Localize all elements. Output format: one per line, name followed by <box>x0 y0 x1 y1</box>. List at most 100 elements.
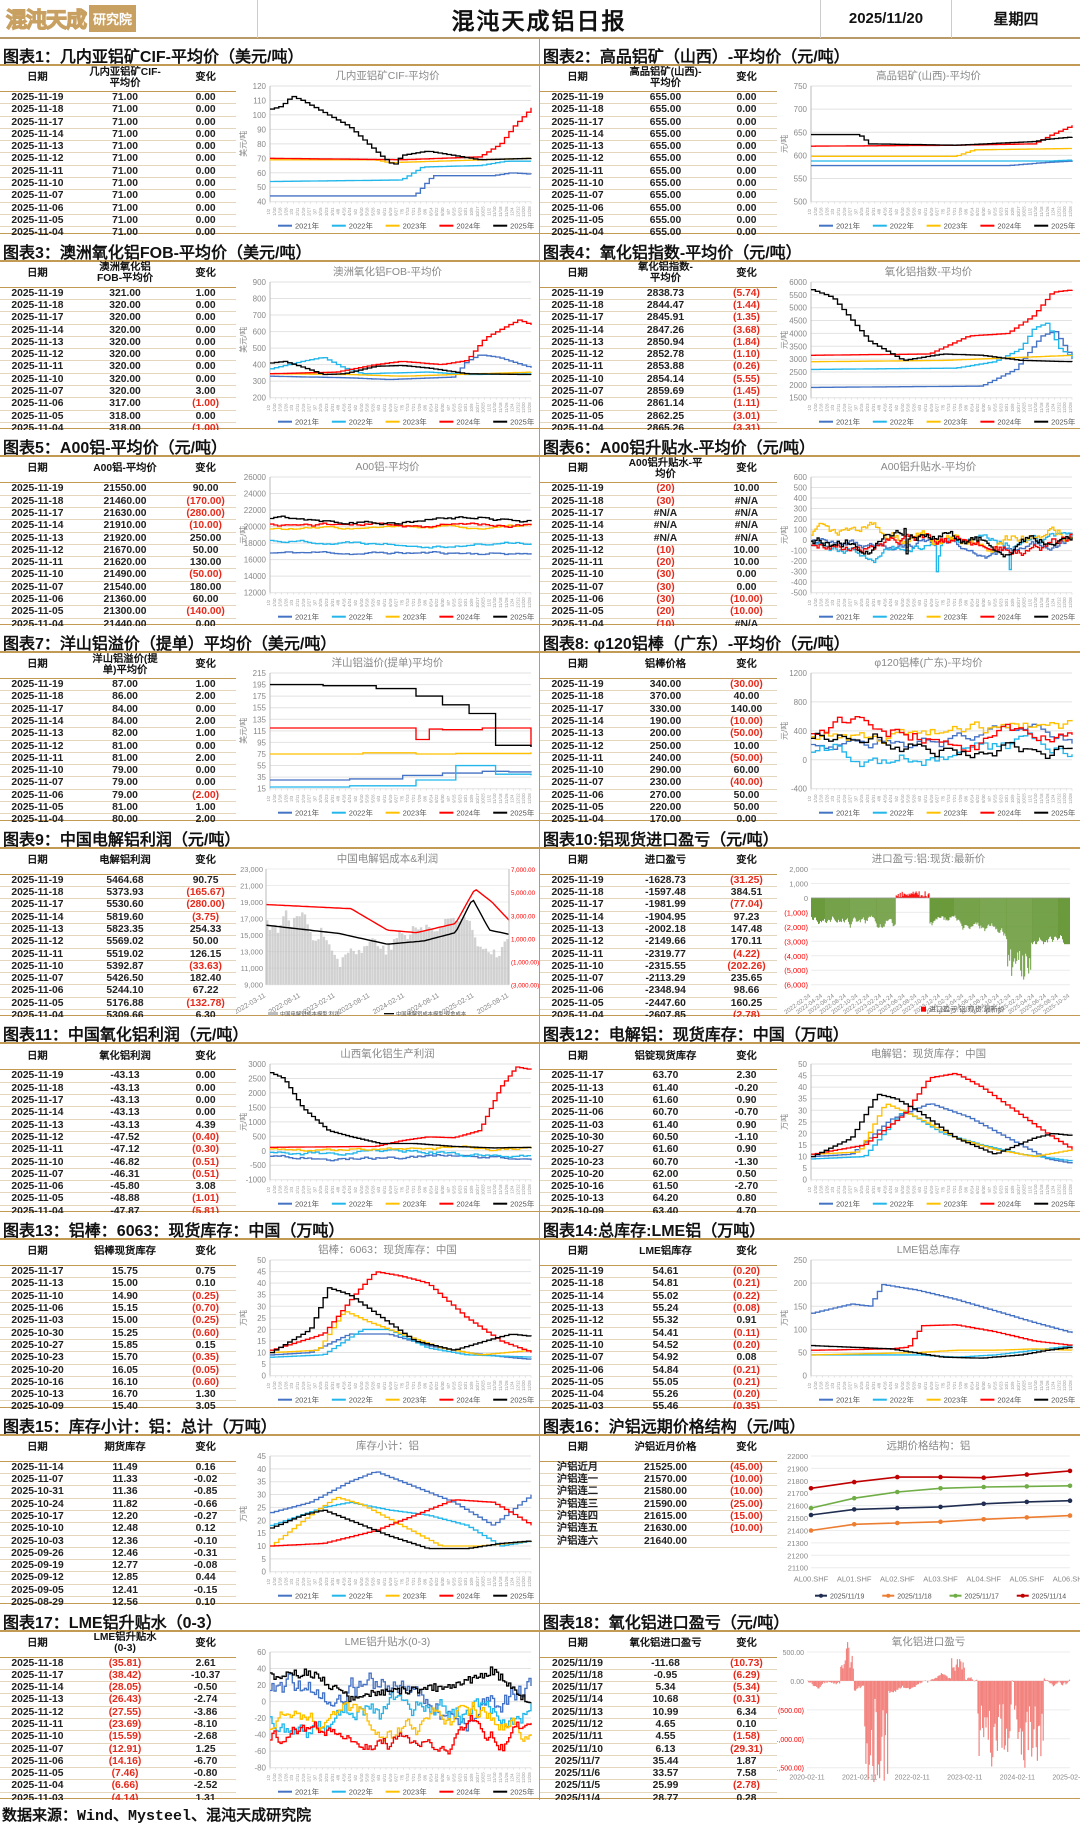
svg-text:2/19: 2/19 <box>842 207 847 216</box>
svg-text:2/19: 2/19 <box>842 794 847 803</box>
svg-text:9/15: 9/15 <box>452 598 457 607</box>
svg-text:2023年: 2023年 <box>403 808 428 818</box>
svg-text:8/30: 8/30 <box>440 598 445 607</box>
svg-text:4/16: 4/16 <box>341 403 346 412</box>
svg-text:10/9: 10/9 <box>469 1577 474 1586</box>
svg-text:12/12: 12/12 <box>515 1184 520 1195</box>
svg-text:11/10: 11/10 <box>1033 1380 1038 1391</box>
svg-text:山西氧化铝生产利润: 山西氧化铝生产利润 <box>340 1047 434 1060</box>
svg-text:22000: 22000 <box>787 1452 808 1461</box>
svg-text:12/4: 12/4 <box>1051 1381 1056 1390</box>
svg-text:2022年: 2022年 <box>890 1395 915 1405</box>
svg-text:2025年: 2025年 <box>1051 612 1076 622</box>
svg-text:5/2: 5/2 <box>894 599 899 606</box>
svg-text:12/28: 12/28 <box>1068 1184 1073 1195</box>
svg-text:7/5: 7/5 <box>940 599 945 606</box>
svg-text:7/5: 7/5 <box>940 795 945 802</box>
svg-text:5/2: 5/2 <box>353 1187 358 1194</box>
svg-text:11/10: 11/10 <box>1033 402 1038 413</box>
svg-text:11/26: 11/26 <box>1045 1380 1050 1391</box>
svg-text:500: 500 <box>253 344 267 353</box>
svg-text:A00铝升贴水-平均价: A00铝升贴水-平均价 <box>881 460 977 473</box>
svg-text:175: 175 <box>253 692 267 701</box>
svg-text:1/26: 1/26 <box>283 207 288 216</box>
svg-text:10/9: 10/9 <box>1010 403 1015 412</box>
svg-text:2/27: 2/27 <box>848 598 853 607</box>
svg-text:2/27: 2/27 <box>307 598 312 607</box>
svg-text:11/18: 11/18 <box>498 206 503 217</box>
svg-text:12/28: 12/28 <box>527 206 532 217</box>
svg-text:2023年: 2023年 <box>944 1199 969 1209</box>
svg-text:6/11: 6/11 <box>382 1381 387 1390</box>
svg-text:30: 30 <box>798 1107 807 1116</box>
svg-text:2021年: 2021年 <box>295 1591 320 1601</box>
svg-text:1/10: 1/10 <box>272 403 277 412</box>
svg-text:10/1: 10/1 <box>1004 794 1009 803</box>
svg-text:12/4: 12/4 <box>1051 794 1056 803</box>
svg-text:25: 25 <box>257 1503 266 1512</box>
svg-text:20: 20 <box>798 1130 807 1139</box>
svg-text:φ120铝棒(广东)-平均价: φ120铝棒(广东)-平均价 <box>874 656 983 669</box>
svg-text:110: 110 <box>253 96 266 105</box>
svg-text:9/7: 9/7 <box>446 1382 451 1389</box>
svg-text:6/19: 6/19 <box>388 403 393 412</box>
svg-text:11/10: 11/10 <box>492 793 497 804</box>
svg-text:6/11: 6/11 <box>923 598 928 607</box>
svg-text:12/20: 12/20 <box>1062 793 1067 804</box>
svg-text:2000: 2000 <box>248 1089 266 1098</box>
svg-text:8/30: 8/30 <box>981 794 986 803</box>
svg-text:21200: 21200 <box>787 1551 808 1560</box>
svg-text:9/15: 9/15 <box>452 403 457 412</box>
svg-text:8/30: 8/30 <box>440 1381 445 1390</box>
svg-text:12/28: 12/28 <box>527 1380 532 1391</box>
svg-text:2024年: 2024年 <box>456 1591 481 1601</box>
svg-text:3/23: 3/23 <box>324 598 329 607</box>
svg-text:35: 35 <box>257 1478 266 1487</box>
svg-text:12/28: 12/28 <box>527 597 532 608</box>
svg-text:2021年: 2021年 <box>295 416 320 426</box>
svg-text:9/23: 9/23 <box>457 794 462 803</box>
svg-text:2/11: 2/11 <box>295 207 300 216</box>
svg-text:2022年: 2022年 <box>349 1395 374 1405</box>
svg-text:60: 60 <box>257 1647 266 1656</box>
svg-text:7/13: 7/13 <box>405 794 410 803</box>
svg-text:26000: 26000 <box>244 473 267 482</box>
svg-text:0: 0 <box>803 536 808 545</box>
svg-text:3/23: 3/23 <box>324 1185 329 1194</box>
svg-text:7/5: 7/5 <box>399 795 404 802</box>
svg-text:9/15: 9/15 <box>452 1577 457 1586</box>
svg-text:5,000.00: 5,000.00 <box>511 890 536 897</box>
svg-text:3/7: 3/7 <box>312 1382 317 1389</box>
svg-text:9/15: 9/15 <box>452 207 457 216</box>
svg-text:2/11: 2/11 <box>295 1186 300 1195</box>
svg-text:6/11: 6/11 <box>382 1773 387 1782</box>
svg-text:(500.00): (500.00) <box>778 1707 804 1714</box>
svg-text:3/15: 3/15 <box>318 1772 323 1781</box>
svg-text:11/18: 11/18 <box>498 1771 503 1782</box>
svg-text:2/3: 2/3 <box>289 404 294 411</box>
svg-text:5/26: 5/26 <box>370 1772 375 1781</box>
svg-text:21600: 21600 <box>787 1501 808 1510</box>
svg-text:11/2: 11/2 <box>486 403 491 412</box>
svg-text:5/2: 5/2 <box>894 1382 899 1389</box>
svg-text:9/15: 9/15 <box>452 1772 457 1781</box>
svg-text:5/10: 5/10 <box>359 1381 364 1390</box>
svg-text:8/14: 8/14 <box>428 1772 433 1781</box>
svg-text:11/18: 11/18 <box>498 1380 503 1391</box>
svg-text:(1,000.00): (1,000.00) <box>777 1736 804 1743</box>
svg-text:6/11: 6/11 <box>382 1577 387 1586</box>
svg-text:2025年: 2025年 <box>1051 808 1076 818</box>
svg-text:LME铝升贴水(0-3): LME铝升贴水(0-3) <box>345 1634 431 1647</box>
svg-text:16000: 16000 <box>244 556 267 565</box>
svg-text:1/2: 1/2 <box>807 795 812 802</box>
svg-text:10/25: 10/25 <box>481 793 486 804</box>
svg-text:2/11: 2/11 <box>295 598 300 607</box>
svg-text:-80: -80 <box>254 1763 266 1772</box>
svg-text:1/2: 1/2 <box>266 1382 271 1389</box>
svg-text:万吨: 万吨 <box>779 1310 789 1326</box>
svg-text:6/19: 6/19 <box>929 794 934 803</box>
svg-text:2023年: 2023年 <box>944 612 969 622</box>
svg-text:11/18: 11/18 <box>1039 206 1044 217</box>
svg-text:2023-08-11: 2023-08-11 <box>337 992 371 1016</box>
svg-text:7/29: 7/29 <box>417 598 422 607</box>
